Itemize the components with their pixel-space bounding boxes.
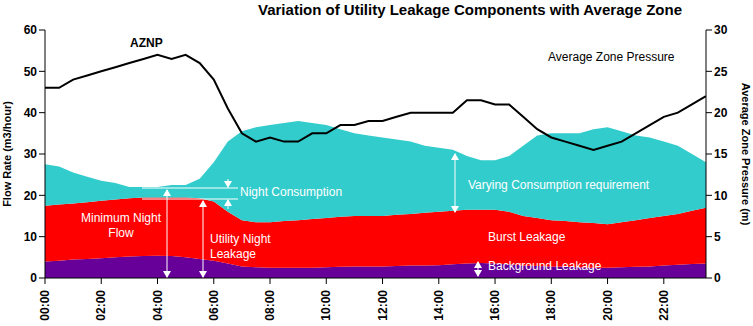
html-text:Background Leakage: Background Leakage <box>488 259 602 273</box>
svg-text:10:00: 10:00 <box>319 290 333 321</box>
svg-text:12:00: 12:00 <box>376 290 390 321</box>
html-text:Variation of Utility Leakage C: Variation of Utility Leakage Components … <box>258 1 682 18</box>
svg-text:00:00: 00:00 <box>38 290 52 321</box>
svg-text:40: 40 <box>24 106 38 120</box>
svg-text:10: 10 <box>714 189 728 203</box>
html-text:Utility Night Leakage: Utility Night Leakage <box>210 232 271 261</box>
html-text:Minimum Night Flow: Minimum Night Flow <box>81 211 161 240</box>
svg-text:14:00: 14:00 <box>432 290 446 321</box>
svg-text:0: 0 <box>714 271 721 285</box>
svg-text:16:00: 16:00 <box>488 290 502 321</box>
html-text:AZNP: AZNP <box>130 36 163 50</box>
svg-text:25: 25 <box>714 65 728 79</box>
svg-text:15: 15 <box>714 147 728 161</box>
html-text:Varying Consumption requiremen: Varying Consumption requirement <box>468 178 650 192</box>
svg-text:08:00: 08:00 <box>263 290 277 321</box>
svg-text:50: 50 <box>24 65 38 79</box>
svg-text:22:00: 22:00 <box>657 290 671 321</box>
svg-text:20:00: 20:00 <box>601 290 615 321</box>
svg-text:04:00: 04:00 <box>151 290 165 321</box>
svg-text:20: 20 <box>714 106 728 120</box>
svg-text:02:00: 02:00 <box>94 290 108 321</box>
html-text:Burst Leakage: Burst Leakage <box>488 230 566 244</box>
svg-text:0: 0 <box>30 271 37 285</box>
svg-text:5: 5 <box>714 230 721 244</box>
svg-text:10: 10 <box>24 230 38 244</box>
svg-text:Average Zone Pressure (m): Average Zone Pressure (m) <box>740 83 752 226</box>
svg-text:Flow Rate (m3/hour): Flow Rate (m3/hour) <box>1 101 13 207</box>
html-text:Average Zone Pressure: Average Zone Pressure <box>548 50 675 64</box>
svg-text:30: 30 <box>714 23 728 37</box>
svg-text:30: 30 <box>24 147 38 161</box>
svg-text:18:00: 18:00 <box>544 290 558 321</box>
svg-text:60: 60 <box>24 23 38 37</box>
svg-text:06:00: 06:00 <box>207 290 221 321</box>
svg-text:20: 20 <box>24 189 38 203</box>
html-text:Night Consumption: Night Consumption <box>240 185 343 199</box>
